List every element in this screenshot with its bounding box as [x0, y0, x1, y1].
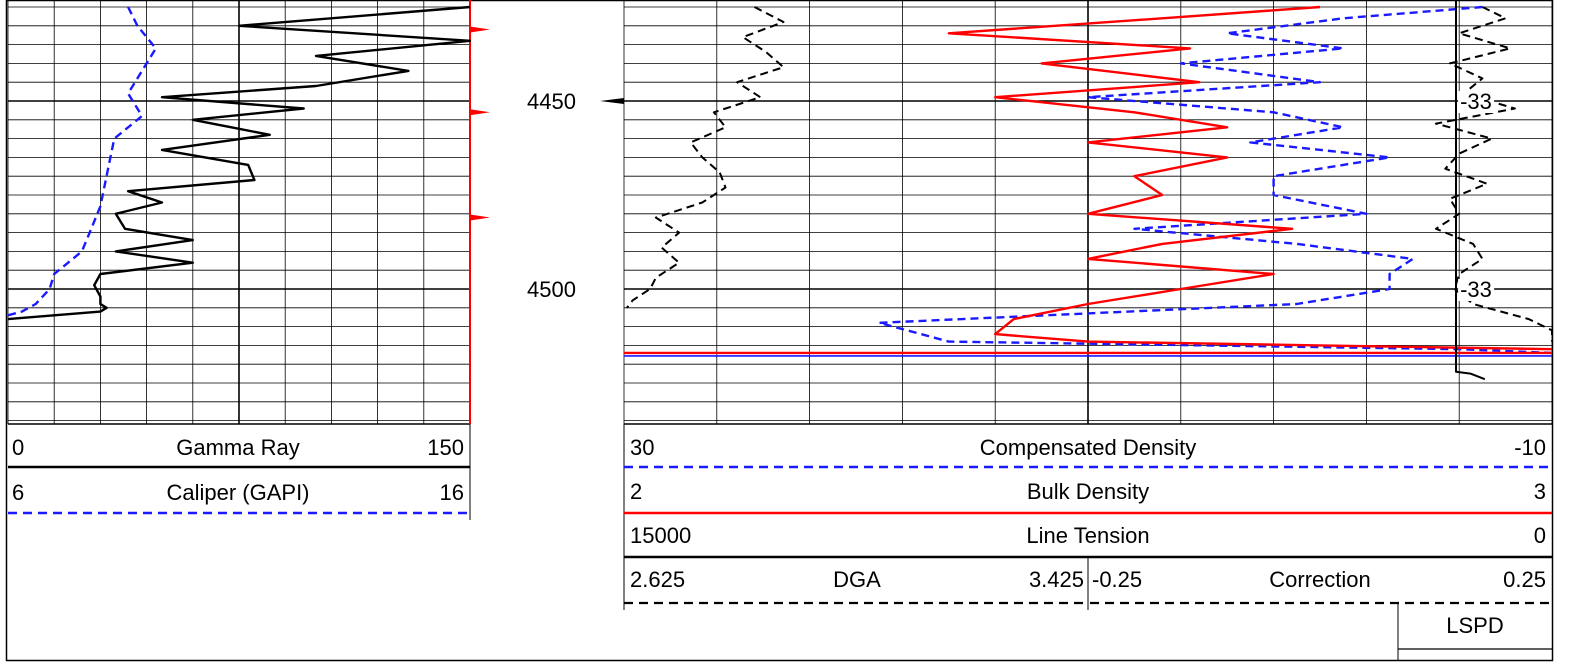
caliper-right-scale: 16	[439, 480, 464, 505]
correction-right-scale: 0.25	[1503, 567, 1546, 592]
bulk-density-left-scale: 2	[630, 479, 643, 504]
annotation-value-2: -33	[1458, 277, 1494, 302]
gamma-ray-left-scale: 0	[12, 435, 25, 460]
depth-pointer	[600, 98, 624, 104]
gamma-ray-legend: Gamma Ray	[176, 435, 300, 460]
lspd-curve	[1455, 7, 1486, 381]
track1-grid	[7, 0, 471, 425]
caliper-curve	[7, 6, 157, 317]
lspd-legend: LSPD	[1446, 613, 1504, 638]
gamma-ray-right-scale: 150	[427, 435, 464, 460]
depth-tick-marker	[470, 214, 490, 221]
depth-label-4450: 4450	[527, 89, 576, 114]
dga-right-scale: 3.425	[1028, 567, 1084, 592]
comp-density-legend: Compensated Density	[979, 435, 1197, 460]
depth-track	[469, 0, 624, 424]
compensated-density-curve	[878, 5, 1553, 355]
line-tension-legend: Line Tension	[1026, 523, 1150, 548]
caliper-left-scale: 6	[12, 480, 25, 505]
correction-left-scale: -0.25	[1092, 567, 1143, 592]
gamma-ray-curve	[7, 5, 472, 321]
annotation-value-1: -33	[1458, 89, 1494, 114]
line-tension-left-scale: 15000	[630, 523, 692, 548]
correction-legend: Correction	[1269, 567, 1371, 592]
depth-tick-marker	[470, 26, 490, 33]
track3-grid	[623, 0, 1553, 425]
comp-density-left-scale: 30	[630, 435, 655, 460]
correction-curve	[1435, 6, 1553, 342]
legend	[8, 424, 1552, 660]
comp-density-right-scale: -10	[1514, 435, 1546, 460]
caliper-legend: Caliper (GAPI)	[166, 480, 310, 505]
dga-left-scale: 2.625	[630, 567, 686, 592]
bulk-density-legend: Bulk Density	[1026, 479, 1150, 504]
dga-legend: DGA	[833, 567, 881, 592]
curves	[7, 0, 1553, 381]
bulk-density-right-scale: 3	[1533, 479, 1546, 504]
depth-tick-marker	[470, 109, 490, 116]
bulk-density-curve	[947, 5, 1553, 351]
line-tension-right-scale: 0	[1533, 523, 1546, 548]
depth-label-4500: 4500	[527, 277, 576, 302]
dga-curve	[626, 6, 785, 309]
